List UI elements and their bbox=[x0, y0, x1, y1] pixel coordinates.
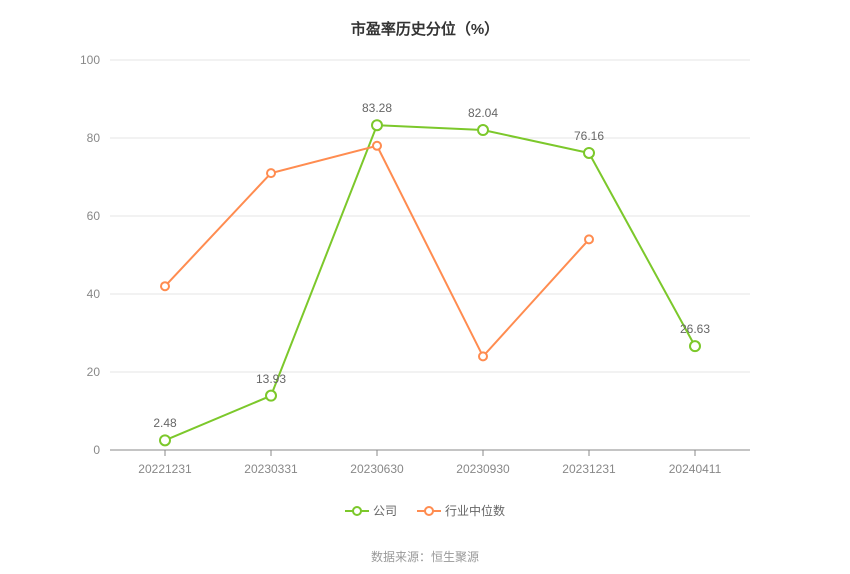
series-marker-0 bbox=[160, 435, 170, 445]
x-axis-label: 20240411 bbox=[669, 462, 722, 476]
legend: 公司 行业中位数 bbox=[0, 502, 850, 522]
y-axis-label: 80 bbox=[60, 131, 100, 145]
data-source-note: 数据来源：恒生聚源 bbox=[0, 548, 850, 565]
data-label: 76.16 bbox=[574, 129, 604, 147]
chart-title: 市盈率历史分位（%） bbox=[0, 0, 850, 39]
series-marker-1 bbox=[585, 235, 593, 243]
series-marker-1 bbox=[479, 352, 487, 360]
x-axis-label: 20230630 bbox=[350, 462, 403, 476]
y-axis-label: 20 bbox=[60, 365, 100, 379]
plot-area: 0204060801002022123120230331202306302023… bbox=[110, 60, 750, 450]
x-axis-label: 20221231 bbox=[138, 462, 191, 476]
data-label: 2.48 bbox=[153, 416, 176, 434]
legend-item[interactable]: 公司 bbox=[345, 502, 397, 519]
x-axis-label: 20230331 bbox=[244, 462, 297, 476]
series-marker-1 bbox=[373, 142, 381, 150]
series-marker-1 bbox=[161, 282, 169, 290]
y-axis-label: 60 bbox=[60, 209, 100, 223]
series-line-0 bbox=[165, 125, 695, 440]
source-label: 数据来源： bbox=[371, 550, 431, 564]
y-axis-label: 40 bbox=[60, 287, 100, 301]
data-label: 83.28 bbox=[362, 101, 392, 119]
data-label: 82.04 bbox=[468, 106, 498, 124]
series-marker-0 bbox=[690, 341, 700, 351]
chart-container: 市盈率历史分位（%） 02040608010020221231202303312… bbox=[0, 0, 850, 574]
series-marker-1 bbox=[267, 169, 275, 177]
legend-marker-icon bbox=[417, 505, 441, 517]
y-axis-label: 0 bbox=[60, 443, 100, 457]
y-axis-label: 100 bbox=[60, 53, 100, 67]
series-marker-0 bbox=[372, 120, 382, 130]
x-axis-label: 20231231 bbox=[562, 462, 615, 476]
source-value: 恒生聚源 bbox=[431, 550, 479, 564]
data-label: 26.63 bbox=[680, 322, 710, 340]
series-marker-0 bbox=[478, 125, 488, 135]
chart-svg bbox=[110, 60, 750, 450]
legend-item[interactable]: 行业中位数 bbox=[417, 502, 505, 519]
series-marker-0 bbox=[584, 148, 594, 158]
series-marker-0 bbox=[266, 391, 276, 401]
legend-marker-icon bbox=[345, 505, 369, 517]
series-line-1 bbox=[165, 146, 589, 357]
legend-label: 公司 bbox=[373, 502, 397, 519]
data-label: 13.93 bbox=[256, 372, 286, 390]
legend-label: 行业中位数 bbox=[445, 502, 505, 519]
x-axis-label: 20230930 bbox=[456, 462, 509, 476]
